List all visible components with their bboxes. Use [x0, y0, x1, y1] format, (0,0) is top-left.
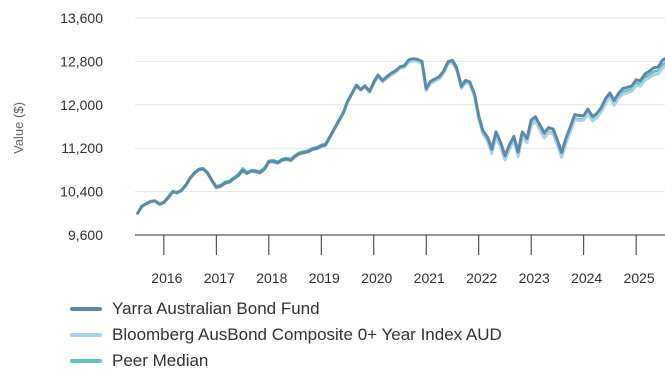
legend-swatch	[70, 359, 102, 363]
x-tick-label: 2021	[414, 270, 445, 286]
x-tick-label: 2019	[309, 270, 340, 286]
legend-label: Peer Median	[112, 351, 209, 370]
gridlines	[135, 17, 665, 193]
y-tick-label: 12,000	[60, 97, 103, 113]
series-line-3	[136, 59, 665, 215]
x-tick-label: 2024	[571, 270, 602, 286]
series-line-2	[136, 59, 665, 215]
x-tick-label: 2023	[519, 270, 550, 286]
y-tick-label: 13,600	[60, 10, 103, 26]
series-line-1	[136, 57, 665, 215]
x-tick-label: 2025	[624, 270, 655, 286]
legend-item-2: Bloomberg AusBond Composite 0+ Year Inde…	[70, 322, 502, 348]
y-tick-label: 10,400	[60, 184, 103, 200]
y-axis-title: Value ($)	[11, 102, 26, 154]
legend: Yarra Australian Bond Fund Bloomberg AusB…	[70, 296, 502, 374]
x-tick-label: 2017	[204, 270, 235, 286]
legend-label: Yarra Australian Bond Fund	[112, 299, 320, 318]
legend-swatch	[70, 307, 102, 311]
legend-item-1: Yarra Australian Bond Fund	[70, 296, 502, 322]
legend-swatch	[70, 333, 102, 337]
y-tick-label: 12,800	[60, 53, 103, 69]
x-axis: 2016 2017 2018 2019 2020 2021 2022 2023 2024 2025	[135, 234, 665, 286]
y-axis: 9,600 10,400 11,200 12,000 12,800 13,600	[60, 10, 103, 243]
x-tick-label: 2018	[256, 270, 287, 286]
x-tick-label: 2022	[466, 270, 497, 286]
legend-item-3: Peer Median	[70, 348, 502, 374]
series-lines	[136, 57, 665, 215]
x-tick-label: 2020	[361, 270, 392, 286]
y-tick-label: 11,200	[61, 140, 103, 156]
x-tick-label: 2016	[151, 270, 182, 286]
y-tick-label: 9,600	[68, 227, 103, 243]
legend-label: Bloomberg AusBond Composite 0+ Year Inde…	[112, 325, 502, 344]
